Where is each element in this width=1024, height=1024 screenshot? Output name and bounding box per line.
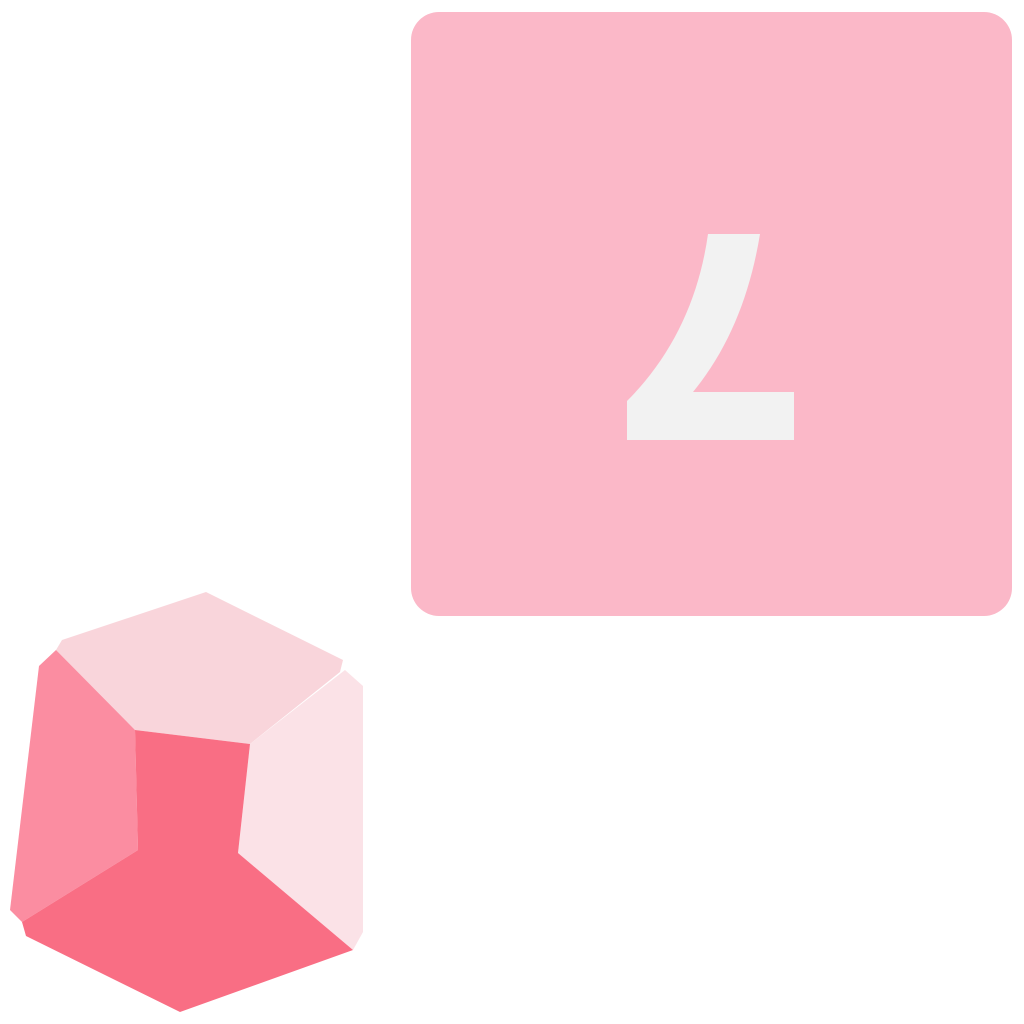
upside-down-digit-glyph <box>627 234 794 440</box>
die-face-svg: 7 <box>627 234 794 440</box>
gem-top-facet <box>56 592 343 744</box>
gem-left-facet <box>10 650 138 922</box>
gem-front-facet <box>22 730 353 1012</box>
gem-right-facet <box>238 670 363 950</box>
die-face-card: 7 <box>411 12 1012 616</box>
d10-gem-icon <box>10 592 363 1012</box>
